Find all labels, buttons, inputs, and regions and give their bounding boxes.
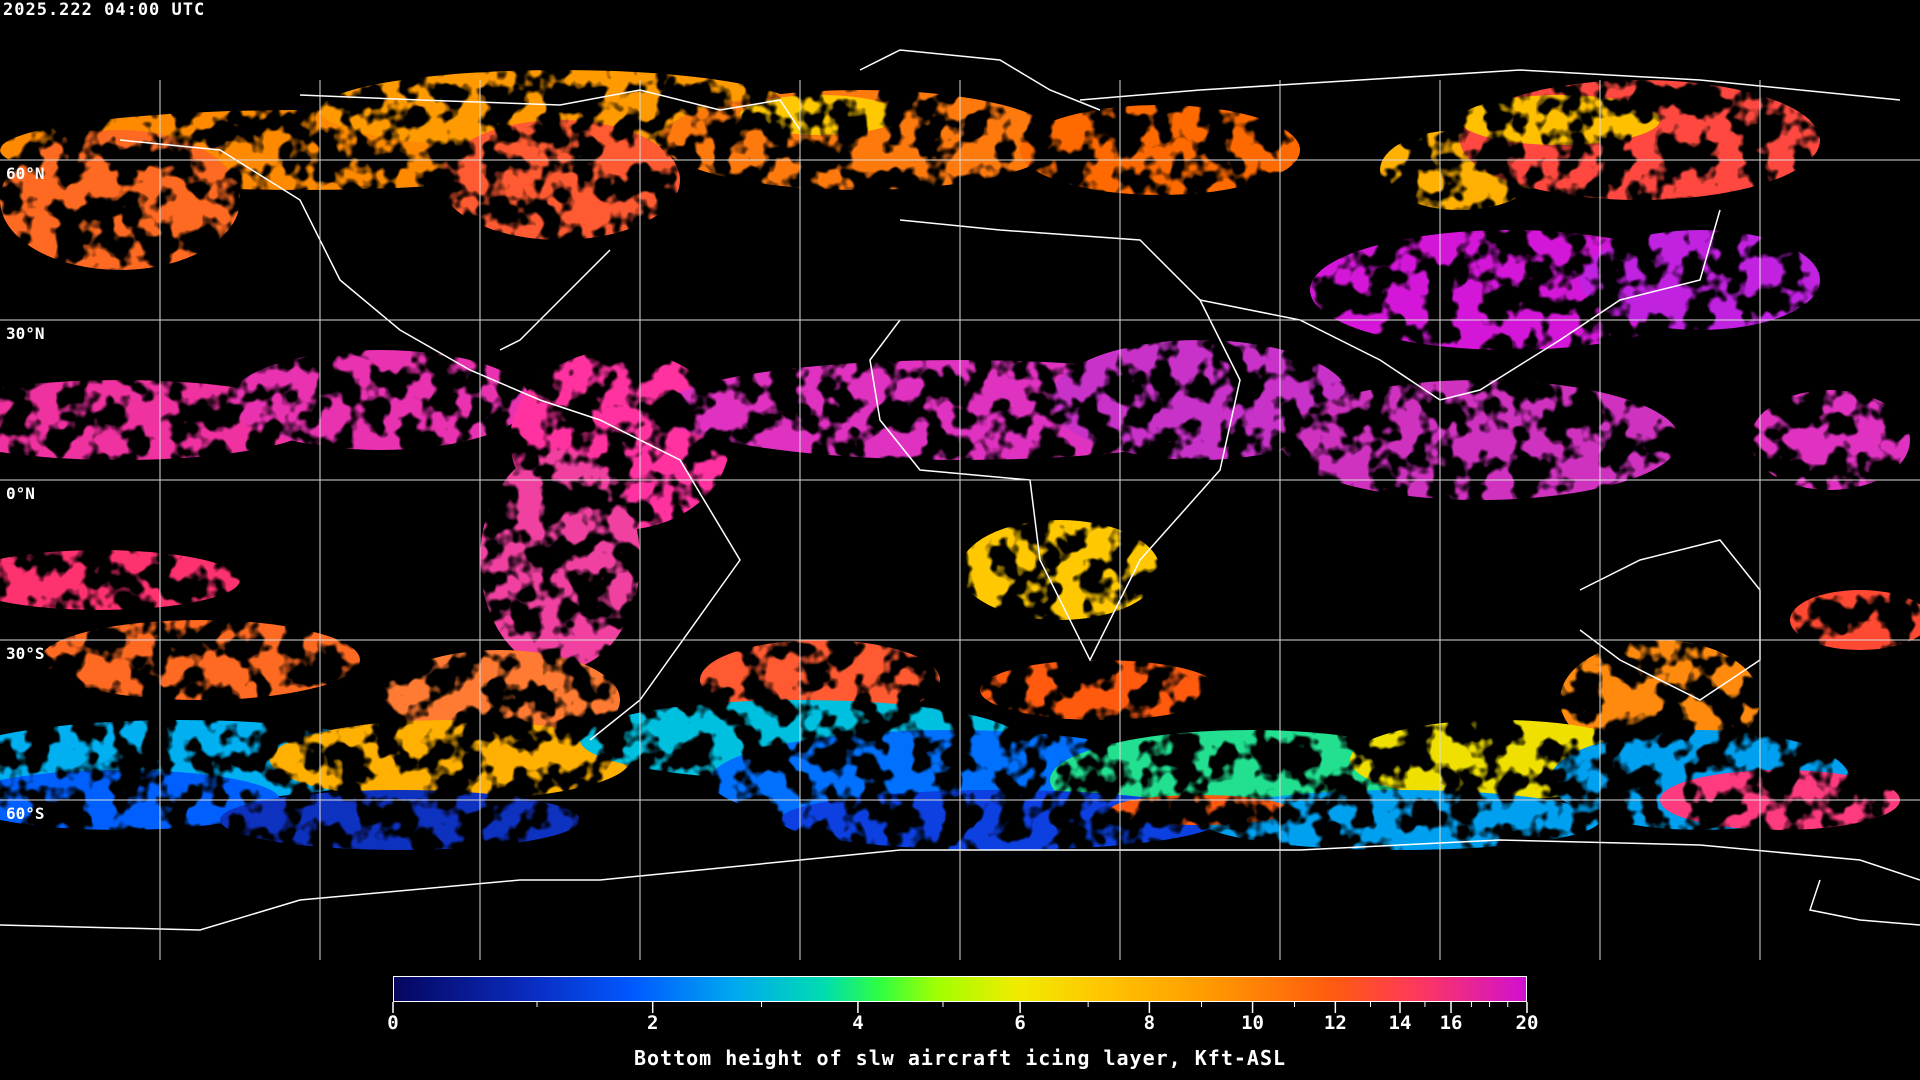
icing-region [980,660,1220,720]
colorbar-tick-label: 0 [387,1012,399,1034]
lat-label-60n: 60°N [6,164,45,183]
coastline [499,249,611,351]
icing-region [1460,95,1660,145]
icing-region [1790,590,1920,650]
colorbar-title: Bottom height of slw aircraft icing laye… [633,1046,1287,1070]
colorbar-tick-label: 14 [1388,1012,1412,1034]
icing-region [780,790,1220,850]
lat-label-60s: 60°S [6,804,45,823]
lat-label-30s: 30°S [6,644,45,663]
lat-label-0n: 0°N [6,484,35,503]
colorbar-tick-label: 2 [646,1012,659,1034]
icing-region [230,350,530,450]
icing-map [0,49,1920,960]
timestamp: 2025.222 04:00 UTC [3,0,206,20]
lat-lon-grid [0,80,1920,960]
icing-region [1560,640,1760,760]
icing-region [700,640,940,720]
colorbar-tick-label: 16 [1439,1012,1463,1034]
icing-region [1110,795,1290,825]
colorbar-tick-label: 12 [1323,1012,1347,1034]
icing-region [0,550,240,610]
colorbar-tick-label: 8 [1143,1012,1156,1034]
colorbar-tick-label: 4 [852,1012,864,1034]
icing-region [480,450,640,670]
colorbar [393,976,1527,1002]
icing-region [440,120,680,240]
coastline [1199,209,1721,401]
colorbar-tick-label: 10 [1241,1012,1265,1034]
coastline [119,139,741,741]
coastline [1809,879,1920,926]
icing-region [1050,340,1350,460]
coastline [869,219,1241,662]
colorbar-tick-label: 6 [1014,1012,1026,1034]
coastline [859,49,1101,111]
lat-label-30n: 30°N [6,324,45,343]
icing-region [270,720,630,800]
icing-region [960,520,1160,620]
coastlines [0,49,1920,931]
icing-region [1750,390,1910,490]
icing-region [40,620,360,700]
coastline [1079,69,1901,101]
coastline [0,839,1920,931]
colorbar-tick-label: 20 [1515,1012,1539,1034]
icing-region [1200,790,1600,850]
icing-region [0,130,240,270]
icing-region [1020,105,1300,195]
icing-region [1280,380,1680,500]
icing-region [220,790,580,850]
icing-region [740,95,900,135]
